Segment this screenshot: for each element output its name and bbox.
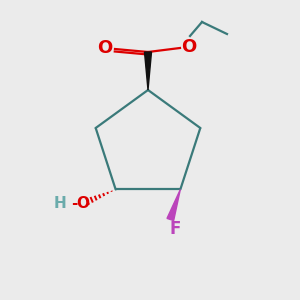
Text: H: H xyxy=(53,196,66,211)
Text: O: O xyxy=(98,39,112,57)
Polygon shape xyxy=(167,190,180,220)
Polygon shape xyxy=(145,52,152,90)
Text: O: O xyxy=(76,196,89,211)
Text: F: F xyxy=(169,220,181,238)
Text: O: O xyxy=(182,38,196,56)
Text: -: - xyxy=(71,196,78,211)
